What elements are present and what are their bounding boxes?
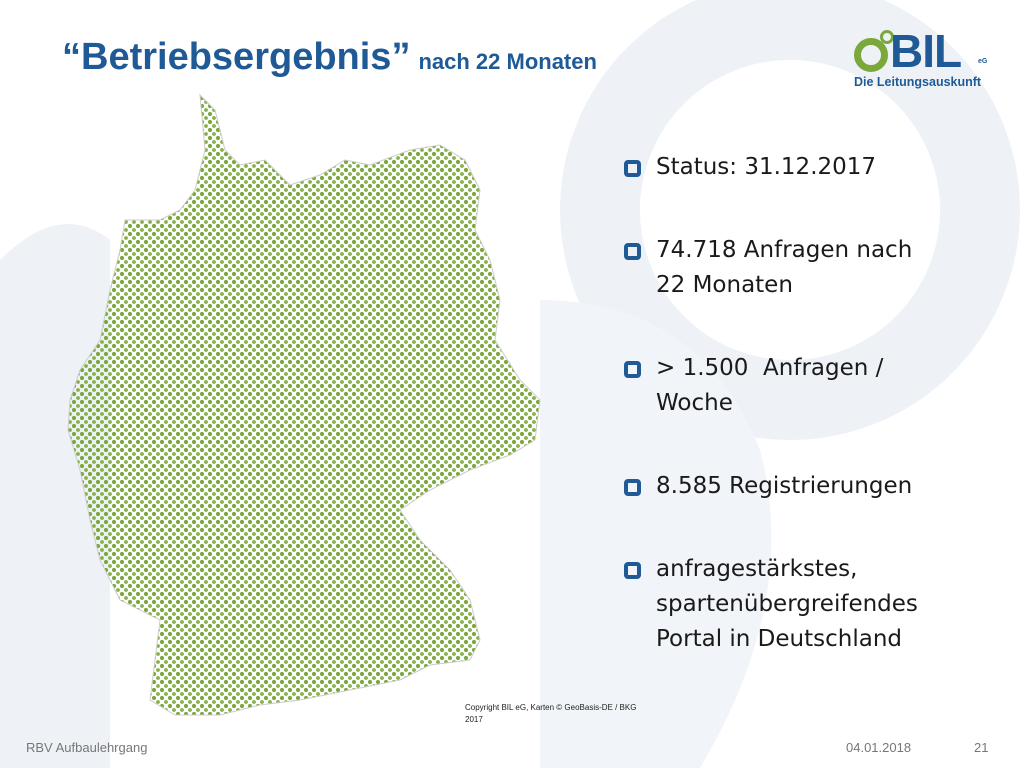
bullet-text: anfragestärkstes, spartenübergreifendes … bbox=[656, 556, 926, 652]
bullet: 74.718 Anfragen nach 22 Monaten bbox=[622, 233, 942, 303]
logo-ring bbox=[854, 38, 888, 72]
title-main: “Betriebsergebnis” bbox=[62, 36, 411, 78]
bullet-icon bbox=[624, 160, 641, 177]
logo-suffix: eG bbox=[978, 58, 988, 65]
logo-ring bbox=[880, 30, 894, 44]
germany-map bbox=[67, 93, 541, 716]
watermark bbox=[0, 224, 110, 768]
bullet: > 1.500 Anfragen / Woche bbox=[622, 351, 942, 421]
bullet-text: 74.718 Anfragen nach 22 Monaten bbox=[656, 237, 920, 298]
logo: BIL eG Die Leitungsauskunft bbox=[846, 25, 996, 94]
bullet: Status: 31.12.2017 bbox=[622, 150, 942, 185]
footer-date: 04.01.2018 bbox=[846, 740, 912, 755]
bullet-icon bbox=[624, 479, 641, 496]
bullet: anfragestärkstes, spartenübergreifendes … bbox=[622, 552, 942, 657]
footer-left: RBV Aufbaulehrgang bbox=[26, 740, 148, 755]
watermark bbox=[560, 0, 1020, 440]
watermark bbox=[540, 300, 772, 768]
bullet-text: > 1.500 Anfragen / Woche bbox=[656, 355, 891, 416]
copyright: Copyright BIL eG, Karten © GeoBasis-DE /… bbox=[465, 703, 637, 724]
bullet-icon bbox=[624, 243, 641, 260]
logo-tagline: Die Leitungsauskunft bbox=[854, 75, 982, 89]
bullet-icon bbox=[624, 562, 641, 579]
logo-name: BIL bbox=[890, 25, 962, 77]
bullet-list: Status: 31.12.2017 74.718 Anfragen nach … bbox=[622, 150, 942, 705]
bullet-text: Status: 31.12.2017 bbox=[656, 154, 877, 180]
bullet-text: 8.585 Registrierungen bbox=[656, 473, 913, 499]
title: “Betriebsergebnis” nach 22 Monaten bbox=[62, 36, 597, 79]
title-sub: nach 22 Monaten bbox=[418, 49, 597, 74]
bullet-icon bbox=[624, 361, 641, 378]
bullet: 8.585 Registrierungen bbox=[622, 469, 942, 504]
footer-page: 21 bbox=[974, 740, 989, 755]
